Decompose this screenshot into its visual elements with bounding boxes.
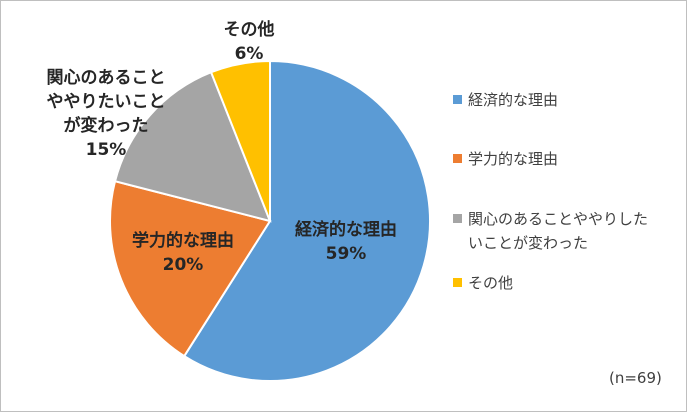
legend-label-2: 学力的な理由 <box>468 150 558 168</box>
legend-swatch-1 <box>453 95 462 104</box>
pie-slice-1 <box>182 59 431 382</box>
pie-slice-4 <box>209 59 271 222</box>
legend-swatch-4 <box>453 278 462 287</box>
slice-label-4: その他 6% <box>224 19 275 64</box>
legend-swatch-3 <box>453 214 462 223</box>
legend-label-1: 経済的な理由 <box>468 91 558 109</box>
legend-label-3: 関心のあることややりしたいことが変わった <box>468 210 648 252</box>
pie-slices <box>109 59 431 382</box>
pie-slice-3 <box>113 70 272 223</box>
slice-label-2: 学力的な理由 20% <box>132 230 234 275</box>
legend-label-4: その他 <box>468 274 513 292</box>
pie-slice-2 <box>109 179 272 358</box>
slice-label-3: 関心のあることややりたいことが変わった 15% <box>47 68 166 160</box>
legend-swatch-2 <box>453 154 462 163</box>
sample-size-note: (n=69) <box>609 369 662 387</box>
slice-label-1: 経済的な理由 59% <box>295 219 397 264</box>
slice-labels: 経済的な理由 59% 学力的な理由 20% 関心のあることややりたいことが変わった 15%… <box>47 19 398 275</box>
